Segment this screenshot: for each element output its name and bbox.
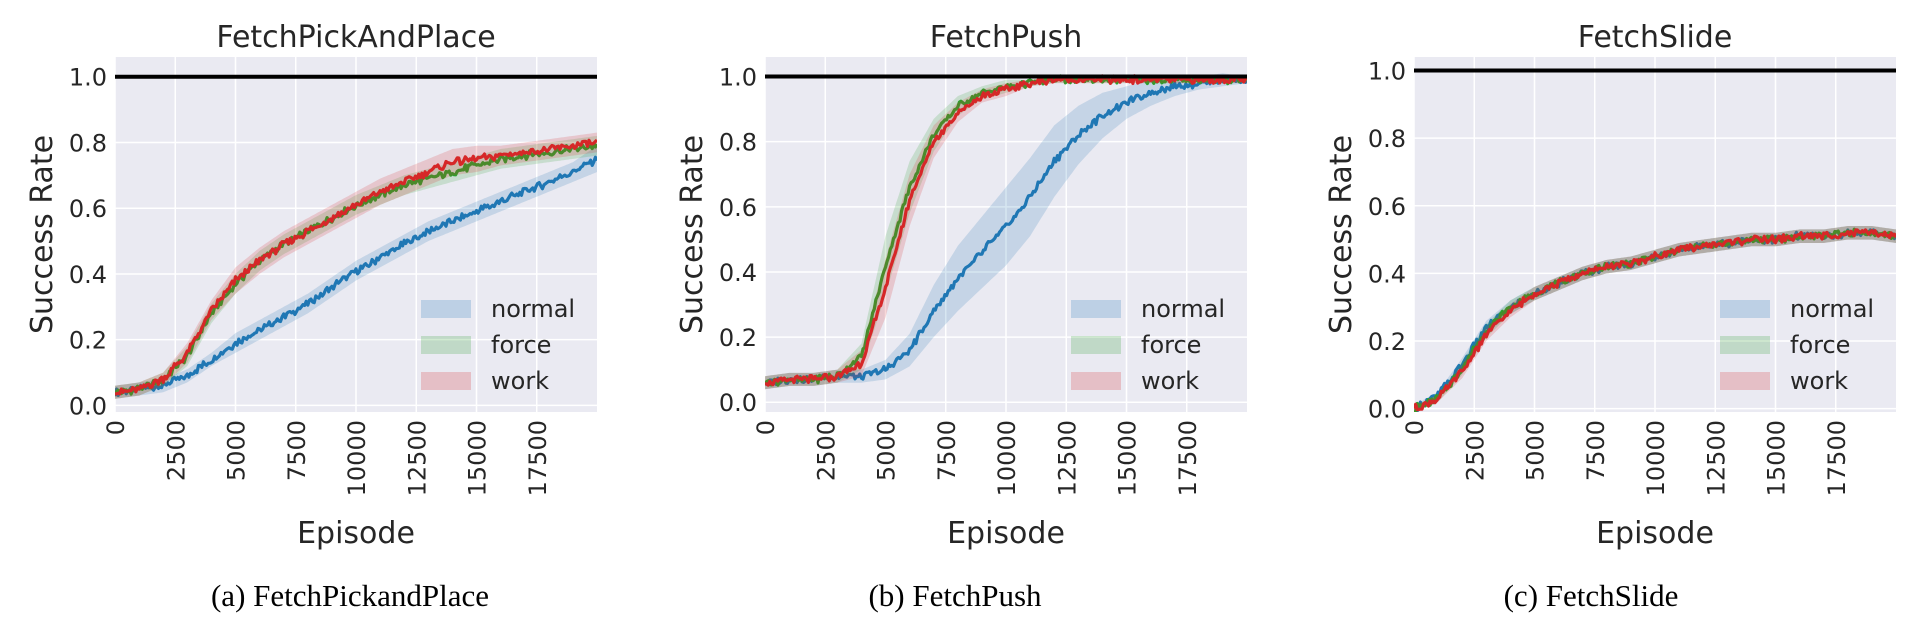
y-axis-label: Success Rate (25, 135, 60, 334)
band-normal (765, 73, 1247, 390)
legend-swatch-work (1071, 372, 1121, 390)
y-axis-label: Success Rate (1324, 135, 1359, 334)
y-tick-label: 0.8 (69, 129, 107, 157)
line-normal (765, 74, 1247, 387)
x-tick-label: 15000 (464, 420, 492, 496)
x-tick-label: 0 (102, 420, 130, 435)
x-tick-label: 17500 (1174, 420, 1202, 496)
y-tick-label: 0.4 (1368, 260, 1406, 288)
series-group (765, 73, 1247, 390)
legend-swatch-force (1071, 336, 1121, 354)
x-tick-label: 10000 (993, 420, 1021, 496)
y-tick-label: 1.0 (1368, 58, 1406, 86)
y-tick-label: 0.2 (69, 327, 107, 355)
x-tick-label: 12500 (1053, 420, 1081, 496)
x-tick-label: 7500 (1582, 420, 1610, 481)
legend-label-work: work (1790, 367, 1848, 395)
legend-label-normal: normal (1790, 295, 1874, 323)
line-normal (115, 155, 597, 398)
x-tick-label: 7500 (933, 420, 961, 481)
legend-swatch-force (1720, 336, 1770, 354)
chart-title: FetchSlide (1578, 20, 1733, 55)
chart-title: FetchPickAndPlace (216, 20, 495, 55)
band-force (1414, 226, 1896, 412)
x-tick-label: 17500 (524, 420, 552, 496)
x-tick-label: 12500 (403, 420, 431, 496)
x-axis-label: Episode (1596, 516, 1714, 551)
line-work (1414, 228, 1896, 412)
chart-3: 0 2500 5000 7500 10000 12500 15000 17500 0.0 0.2 0… (1324, 20, 1896, 551)
x-tick-label: 5000 (873, 420, 901, 481)
x-tick-label: 10000 (343, 420, 371, 496)
legend-label-normal: normal (491, 295, 575, 323)
y-tick-label: 0.6 (719, 194, 757, 222)
caption-c: (c) FetchSlide (1503, 578, 1679, 613)
line-work (765, 74, 1247, 387)
y-tick-label: 0.2 (1368, 328, 1406, 356)
y-tick-label: 0.2 (719, 324, 757, 352)
y-tick-label: 1.0 (69, 64, 107, 92)
x-tick-label: 15000 (1114, 420, 1142, 496)
legend-swatch-normal (1720, 300, 1770, 318)
y-tick-label: 0.0 (719, 389, 757, 417)
legend-swatch-force (421, 336, 471, 354)
y-tick-label: 0.8 (719, 129, 757, 157)
caption-b: (b) FetchPush (868, 578, 1042, 613)
y-tick-label: 0.6 (1368, 193, 1406, 221)
y-tick-label: 0.0 (69, 392, 107, 420)
y-tick-label: 0.4 (69, 261, 107, 289)
legend-label-work: work (491, 367, 549, 395)
series-group (115, 132, 597, 399)
band-work (1414, 226, 1896, 412)
band-work (765, 76, 1247, 390)
legend-label-force: force (491, 331, 551, 359)
legend-swatch-work (1720, 372, 1770, 390)
legend-label-force: force (1790, 331, 1850, 359)
series-group (1414, 226, 1896, 412)
caption-a: (a) FetchPickandPlace (210, 578, 490, 613)
x-tick-label: 2500 (1461, 420, 1489, 481)
legend-label-normal: normal (1141, 295, 1225, 323)
y-tick-label: 1.0 (719, 64, 757, 92)
x-tick-label: 0 (752, 420, 780, 435)
x-tick-label: 12500 (1702, 420, 1730, 496)
legend-swatch-normal (1071, 300, 1121, 318)
chart-1: 0 2500 5000 7500 10000 12500 15000 17500 0.0 0.2 0… (25, 20, 597, 551)
x-tick-label: 2500 (812, 420, 840, 481)
x-axis-label: Episode (297, 516, 415, 551)
y-tick-label: 0.8 (1368, 125, 1406, 153)
x-tick-label: 7500 (283, 420, 311, 481)
y-tick-label: 0.0 (1368, 396, 1406, 424)
x-axis-label: Episode (947, 516, 1065, 551)
x-tick-label: 2500 (162, 420, 190, 481)
y-tick-label: 0.6 (69, 195, 107, 223)
x-tick-label: 5000 (1522, 420, 1550, 481)
x-tick-label: 15000 (1763, 420, 1791, 496)
x-tick-label: 17500 (1823, 420, 1851, 496)
legend-label-work: work (1141, 367, 1199, 395)
band-normal (1414, 226, 1896, 412)
legend-swatch-work (421, 372, 471, 390)
chart-title: FetchPush (930, 20, 1083, 55)
x-tick-label: 10000 (1642, 420, 1670, 496)
x-tick-label: 5000 (223, 420, 251, 481)
legend-swatch-normal (421, 300, 471, 318)
legend-label-force: force (1141, 331, 1201, 359)
band-force (115, 135, 597, 399)
y-tick-label: 0.4 (719, 259, 757, 287)
y-axis-label: Success Rate (675, 135, 710, 334)
chart-2: 0 2500 5000 7500 10000 12500 15000 17500 0.0 0.2 0… (675, 20, 1247, 551)
x-tick-label: 0 (1401, 420, 1429, 435)
line-work (115, 138, 597, 396)
